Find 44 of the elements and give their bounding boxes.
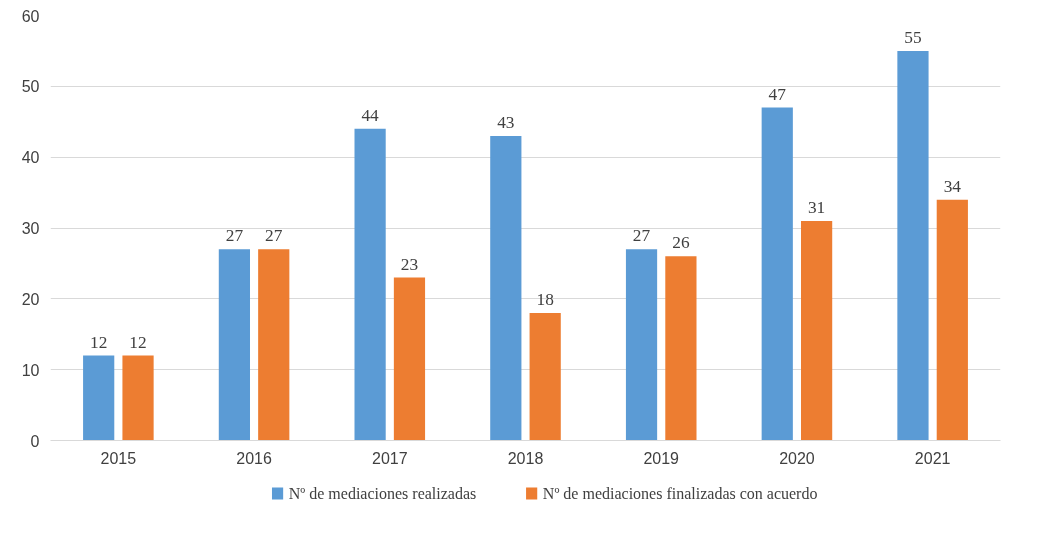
data-label: 47 xyxy=(768,84,787,104)
data-label: 43 xyxy=(497,112,515,132)
data-label: 23 xyxy=(400,254,419,274)
data-label: 26 xyxy=(672,233,690,253)
y-tick-label: 20 xyxy=(21,290,40,308)
y-tick-label: 40 xyxy=(21,149,40,167)
data-label: 27 xyxy=(632,226,651,246)
x-tick-label: 2017 xyxy=(371,449,408,467)
x-tick-label: 2021 xyxy=(914,449,951,467)
y-tick-label: 50 xyxy=(21,78,40,96)
bar xyxy=(83,355,115,441)
x-tick-label: 2020 xyxy=(779,449,815,467)
x-tick-label: 2015 xyxy=(100,449,137,467)
data-label: 34 xyxy=(943,176,962,196)
y-tick-label: 60 xyxy=(21,7,40,25)
bar xyxy=(354,128,386,441)
bar xyxy=(393,277,426,441)
data-label: 31 xyxy=(807,197,826,217)
y-tick-label: 0 xyxy=(30,432,40,450)
x-tick-label: 2016 xyxy=(236,449,272,467)
bar xyxy=(625,249,658,441)
data-label: 44 xyxy=(361,105,380,125)
data-label: 12 xyxy=(129,332,147,352)
x-tick-label: 2019 xyxy=(643,449,680,467)
x-tick-label: 2018 xyxy=(507,449,544,467)
data-label: 27 xyxy=(225,226,244,246)
bar xyxy=(936,199,968,441)
data-label: 12 xyxy=(90,332,108,352)
bar xyxy=(529,313,561,441)
bar xyxy=(258,249,290,441)
bar xyxy=(218,249,250,441)
bar xyxy=(122,355,154,441)
bar xyxy=(761,107,793,441)
bar xyxy=(801,220,833,441)
legend-label: Nº de mediaciones realizadas xyxy=(288,485,477,502)
data-label: 27 xyxy=(265,226,283,246)
y-tick-label: 10 xyxy=(21,361,40,379)
legend-label: Nº de mediaciones finalizadas con acuerdo xyxy=(542,485,818,502)
bar xyxy=(665,256,697,441)
data-label: 18 xyxy=(536,290,554,309)
bar xyxy=(490,135,522,441)
bar xyxy=(897,50,929,441)
data-label: 55 xyxy=(904,27,922,47)
y-tick-label: 30 xyxy=(21,220,40,237)
